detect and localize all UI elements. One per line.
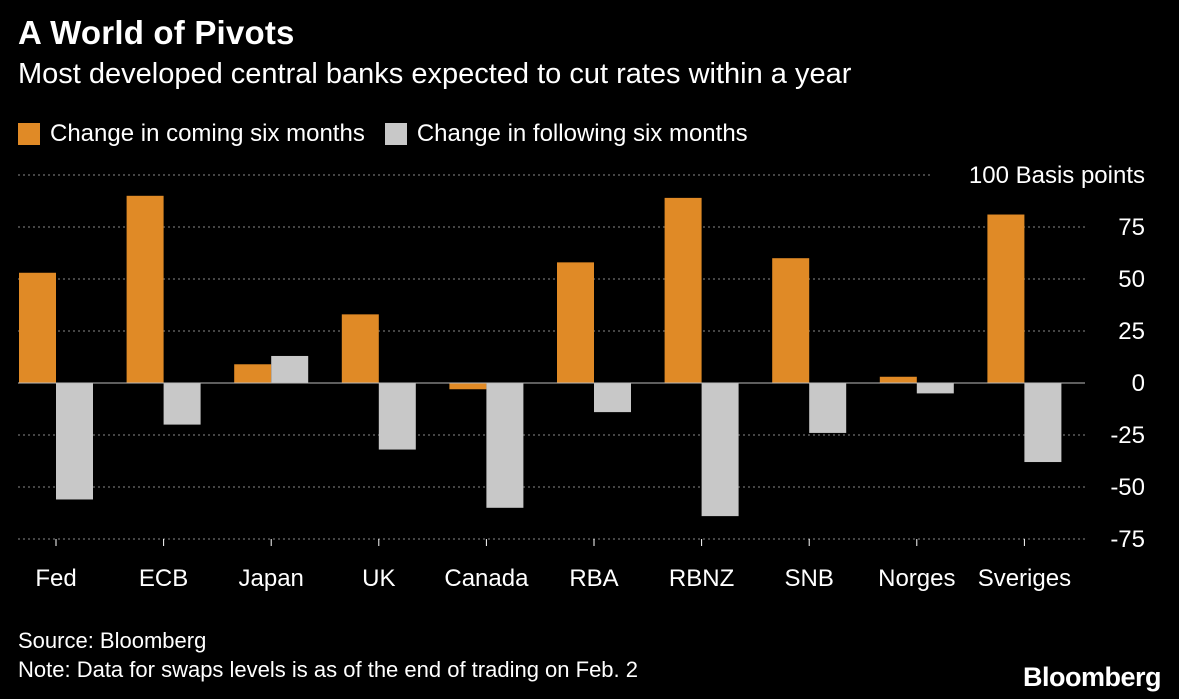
bar-coming-sveriges xyxy=(987,214,1025,383)
bar-following-canada xyxy=(486,383,524,508)
legend-item-following: Change in following six months xyxy=(384,120,748,148)
bar-coming-snb xyxy=(772,258,810,383)
bloomberg-logo: Bloomberg xyxy=(1022,662,1162,692)
x-tick-label: SNB xyxy=(785,565,834,592)
bar-coming-japan xyxy=(234,364,272,383)
x-tick-label: Japan xyxy=(239,565,304,592)
bar-following-japan xyxy=(271,355,309,383)
x-tick-label: RBA xyxy=(569,565,618,592)
chart-title: A World of Pivots xyxy=(18,14,295,51)
legend-item-coming: Change in coming six months xyxy=(18,120,365,148)
bar-following-uk xyxy=(378,383,416,450)
x-tick-label: Canada xyxy=(444,565,529,592)
x-tick-label: Sveriges xyxy=(978,565,1071,592)
legend-label-coming: Change in coming six months xyxy=(50,120,365,147)
bar-following-ecb xyxy=(163,383,201,425)
legend-swatch-following xyxy=(384,123,407,145)
x-tick-label: Fed xyxy=(35,565,76,592)
bar-coming-fed xyxy=(19,272,56,383)
bar-coming-rba xyxy=(557,262,594,383)
bar-following-rba xyxy=(594,383,631,413)
note-text: Note: Data for swaps levels is as of the… xyxy=(18,657,639,682)
bar-following-fed xyxy=(56,383,93,500)
y-tick-label: 100 Basis points xyxy=(969,162,1145,189)
bar-coming-rbnz xyxy=(664,197,702,383)
bar-following-norges xyxy=(916,383,954,394)
x-tick-label: UK xyxy=(362,565,395,592)
chart-subtitle: Most developed central banks expected to… xyxy=(18,58,852,90)
x-tick-label: ECB xyxy=(139,565,188,592)
bar-following-sveriges xyxy=(1024,383,1062,463)
bar-coming-canada xyxy=(449,383,487,390)
bar-coming-uk xyxy=(341,314,379,383)
y-tick-label: -50 xyxy=(1110,474,1145,501)
x-tick-label: Norges xyxy=(878,565,955,592)
source-text: Source: Bloomberg xyxy=(18,628,207,653)
y-tick-label: 75 xyxy=(1118,214,1145,241)
y-tick-label: 0 xyxy=(1132,370,1145,397)
bar-coming-ecb xyxy=(126,195,164,383)
bar-following-snb xyxy=(809,383,847,433)
legend-label-following: Change in following six months xyxy=(416,120,748,147)
bar-coming-norges xyxy=(879,376,917,383)
y-tick-label: -25 xyxy=(1110,422,1145,449)
y-tick-label: 50 xyxy=(1118,266,1145,293)
legend-swatch-coming xyxy=(18,123,40,145)
y-tick-label: -75 xyxy=(1110,526,1145,553)
x-tick-label: RBNZ xyxy=(669,565,734,592)
y-tick-label: 25 xyxy=(1118,318,1145,345)
bar-following-rbnz xyxy=(701,383,739,517)
legend: Change in coming six months Change in fo… xyxy=(18,120,768,148)
